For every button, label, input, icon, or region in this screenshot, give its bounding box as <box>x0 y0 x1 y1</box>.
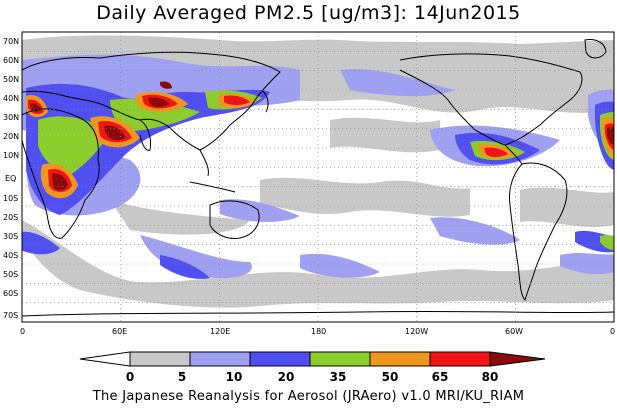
footer-credit: The Japanese Reanalysis for Aerosol (JRA… <box>92 389 525 404</box>
colorbar-segment <box>129 351 191 367</box>
lat-axis: 70N 60N 50N 40N 30N 20N 10N EQ 10S 20S 3… <box>3 37 19 320</box>
colorbar-segment <box>249 351 311 367</box>
lat-lon-grid <box>22 32 614 322</box>
colorbar-tick: 5 <box>178 370 186 384</box>
colorbar-tick: 35 <box>330 370 347 384</box>
colorbar-segment <box>189 351 251 367</box>
lat-label: 70N <box>3 37 19 46</box>
lat-label: 40S <box>3 251 18 260</box>
colorbar <box>79 351 546 367</box>
lat-label: 70S <box>3 311 18 320</box>
lat-label: 30S <box>3 232 18 241</box>
lat-label: 10N <box>3 151 19 160</box>
lat-label: 60N <box>3 56 19 65</box>
lon-label: 0 <box>20 327 25 336</box>
colorbar-tick: 0 <box>126 370 134 384</box>
lat-label: EQ <box>5 174 16 183</box>
colorbar-ticks: 0 5 10 20 35 50 65 80 <box>126 370 499 384</box>
lat-label: 50N <box>3 75 19 84</box>
lon-label: 180 <box>311 327 326 336</box>
colorbar-tick: 80 <box>482 370 499 384</box>
lat-label: 30N <box>3 113 19 122</box>
lat-label: 20S <box>3 213 18 222</box>
colorbar-tick: 50 <box>382 370 399 384</box>
lon-label: 120E <box>210 327 230 336</box>
map-frame <box>21 31 615 323</box>
map-title: Daily Averaged PM2.5 [ug/m3]: 14Jun2015 <box>96 2 521 24</box>
lon-label: 0 <box>610 327 615 336</box>
lon-axis: 0 60E 120E 180 120W 60W 0 <box>20 327 615 336</box>
colorbar-max-arrow <box>489 351 546 367</box>
lat-label: 60S <box>3 289 18 298</box>
lat-label: 10S <box>3 194 18 203</box>
lon-label: 60W <box>505 327 523 336</box>
lat-label: 40N <box>3 94 19 103</box>
colorbar-tick: 10 <box>226 370 243 384</box>
colorbar-segment <box>369 351 431 367</box>
concentration-field <box>22 35 614 308</box>
coastlines <box>22 39 614 317</box>
lon-label: 60E <box>112 327 127 336</box>
colorbar-tick: 65 <box>432 370 449 384</box>
colorbar-segment <box>429 351 491 367</box>
colorbar-tick: 20 <box>278 370 295 384</box>
lat-label: 50S <box>3 270 18 279</box>
colorbar-segment <box>309 351 371 367</box>
lat-label: 20N <box>3 132 19 141</box>
colorbar-min-arrow <box>79 351 131 367</box>
lon-label: 120W <box>405 327 428 336</box>
